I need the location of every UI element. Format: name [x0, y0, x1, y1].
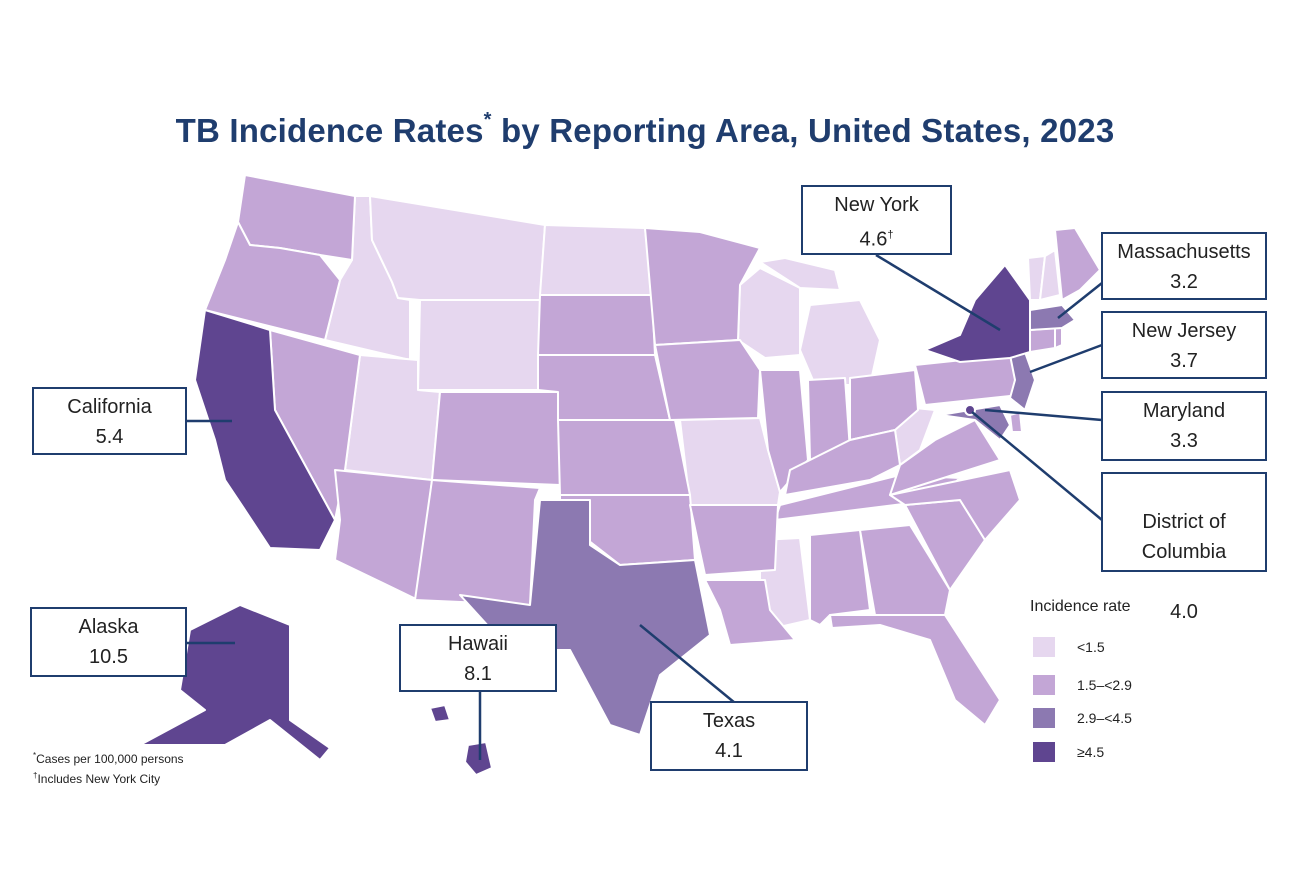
state-arkansas [689, 504, 779, 576]
state-michigan [799, 299, 881, 386]
states-ge-4-5 [139, 264, 1031, 776]
state-missouri [679, 417, 781, 506]
callout-alaska-value: 10.5 [89, 646, 128, 668]
state-oregon [204, 221, 341, 341]
legend-label: 2.9–<4.5 [1077, 710, 1132, 726]
callout-new-york-value-line: 4.6† [803, 220, 950, 255]
legend-title: Incidence rate [1030, 598, 1131, 615]
leader-texas [639, 624, 736, 704]
states-1-5-2-9 [204, 174, 1101, 726]
legend-label: <1.5 [1077, 639, 1105, 655]
state-delaware [1009, 411, 1023, 433]
footnote-dagger-text: Includes New York City [37, 772, 161, 786]
callout-district-of-columbia-value: 4.0 [1170, 601, 1198, 623]
state-florida [829, 614, 1001, 726]
callout-texas: Texas 4.1 [650, 701, 808, 771]
callout-massachusetts-value: 3.2 [1170, 271, 1198, 293]
state-ohio [849, 369, 919, 441]
state-pennsylvania [914, 354, 1021, 406]
callout-new-jersey: New Jersey 3.7 [1101, 311, 1267, 379]
callout-district-of-columbia-name: District of Columbia [1141, 511, 1227, 563]
leader-new-jersey [1029, 343, 1103, 374]
state-alaska [139, 604, 331, 761]
callout-texas-value: 4.1 [715, 740, 743, 762]
callout-massachusetts: Massachusetts 3.2 [1101, 232, 1267, 300]
state-michigan-up [759, 257, 841, 291]
callout-massachusetts-name: Massachusetts [1117, 241, 1251, 263]
title-rest: by Reporting Area, United States, 2023 [491, 112, 1115, 149]
callout-new-york-value: 4.6 [859, 228, 888, 251]
callout-new-jersey-value: 3.7 [1170, 350, 1198, 372]
callout-district-of-columbia: District of Columbia 4.0 [1101, 472, 1267, 623]
state-maryland [939, 404, 1011, 441]
state-connecticut [1029, 327, 1056, 353]
leader-district-of-columbia [971, 411, 1103, 521]
legend-swatch [1033, 708, 1055, 728]
state-alabama [809, 529, 871, 626]
callout-hawaii-name: Hawaii [447, 633, 509, 655]
state-louisiana [704, 579, 796, 646]
callout-new-york-name: New York [834, 194, 919, 216]
callout-alaska-name: Alaska [78, 616, 139, 638]
callout-texas-name: Texas [702, 710, 756, 732]
states-lt-1-5 [324, 195, 1061, 629]
state-georgia [859, 524, 951, 616]
legend-label: 1.5–<2.9 [1077, 677, 1132, 693]
legend-label: ≥4.5 [1077, 744, 1105, 760]
state-hawaii [464, 741, 493, 776]
callout-maryland-name: Maryland [1142, 400, 1226, 422]
leader-massachusetts [1057, 282, 1103, 319]
state-new-hampshire [1039, 249, 1061, 301]
state-new-mexico [414, 479, 541, 606]
footnote-asterisk-mark: * [33, 751, 37, 760]
state-colorado [431, 391, 561, 486]
callout-maryland-value: 3.3 [1170, 430, 1198, 452]
leader-maryland [984, 408, 1103, 422]
footnote-dagger: †Includes New York City [33, 771, 160, 786]
state-new-jersey [1009, 351, 1036, 411]
callout-alaska: Alaska 10.5 [30, 607, 187, 677]
footnote-asterisk: *Cases per 100,000 persons [33, 751, 184, 766]
state-new-york [924, 264, 1031, 363]
footnote-asterisk-text: Cases per 100,000 persons [36, 752, 184, 766]
callout-california: California 5.4 [32, 387, 187, 455]
callout-hawaii-value: 8.1 [464, 663, 492, 685]
callout-california-value: 5.4 [95, 426, 124, 448]
state-iowa [654, 339, 761, 421]
state-maine [1054, 227, 1101, 301]
legend-swatch [1033, 675, 1055, 695]
legend-swatch [1033, 637, 1055, 657]
state-north-carolina [889, 469, 1021, 541]
callout-new-york: New York 4.6† [801, 185, 952, 255]
map-title: TB Incidence Rates* by Reporting Area, U… [0, 109, 1290, 150]
state-north-dakota [539, 224, 653, 296]
callout-new-jersey-name: New Jersey [1131, 320, 1237, 342]
leader-new-york [875, 253, 1001, 332]
callout-california-name: California [67, 396, 152, 418]
state-kansas [557, 419, 691, 496]
state-wyoming [417, 299, 541, 391]
callout-hawaii: Hawaii 8.1 [399, 624, 557, 692]
state-arizona [334, 469, 433, 601]
title-asterisk: * [483, 109, 492, 131]
state-hawaii-islands [429, 704, 451, 723]
title-text: TB Incidence Rates [175, 112, 484, 149]
legend-swatch [1033, 742, 1055, 762]
state-rhode-island [1054, 327, 1063, 349]
footnote-dagger-mark: † [33, 771, 38, 780]
state-montana [369, 195, 546, 301]
callout-new-york-dagger: † [887, 229, 894, 241]
state-nebraska [537, 354, 671, 421]
callout-maryland: Maryland 3.3 [1101, 391, 1267, 461]
state-south-dakota [537, 294, 656, 356]
state-virginia [889, 419, 1001, 496]
